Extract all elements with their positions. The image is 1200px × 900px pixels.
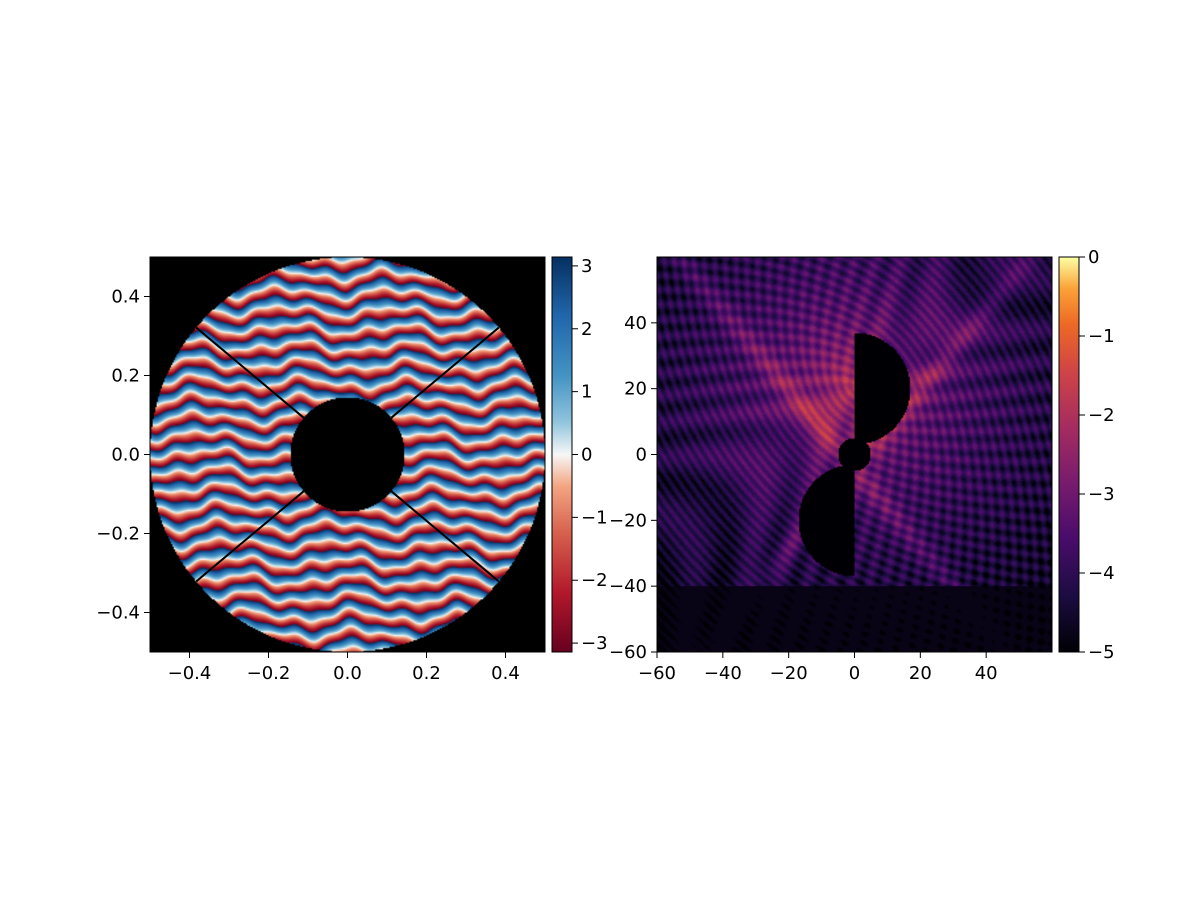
colorbar-tick-label: −2 [1088,405,1115,426]
psf-y-ticks: 40 20 0 −20 −40 −60 [609,313,657,663]
colorbar-tick-label: −4 [1088,563,1115,584]
x-tick-label: 0.4 [491,663,520,684]
colorbar-tick-label: −1 [581,507,608,528]
x-tick-label: 0.0 [333,663,362,684]
y-tick-label: −0.4 [96,603,140,624]
psf-colorbar-ticks: 0 −1 −2 −3 −4 −5 [1079,247,1115,663]
psf-colorbar [1058,256,1080,653]
colorbar-tick-label: 0 [581,445,592,466]
colorbar-tick-label: −5 [1088,642,1115,663]
spider-line [390,490,500,583]
colorbar-tick-label: −3 [1088,484,1115,505]
x-tick-label: −0.2 [247,663,291,684]
y-tick-label: −60 [609,642,647,663]
colorbar-tick-label: 2 [581,319,592,340]
psf-panel: −60 −40 −20 0 20 40 40 20 0 −20 −40 −60 0 −1 −2 −3 −4 −… [609,247,1115,684]
colorbar-tick-label: −3 [581,633,608,654]
phase-x-ticks: −0.4 −0.2 0.0 0.2 0.4 [168,652,520,684]
colorbar-tick-label: 3 [581,256,592,277]
phase-colorbar-ticks: 3 2 1 0 −1 −2 −3 [572,256,608,654]
phase-heatmap-image [150,257,545,652]
colorbar-tick-label: −1 [1088,326,1115,347]
colorbar-tick-label: 1 [581,382,592,403]
x-tick-label: −60 [638,663,676,684]
x-tick-label: −40 [704,663,742,684]
psf-heatmap-image [657,257,1052,652]
spider-line [195,490,305,583]
psf-x-ticks: −60 −40 −20 0 20 40 [638,652,998,684]
y-tick-label: 0.0 [111,445,140,466]
phase-spiders [195,326,500,583]
x-tick-label: −0.4 [168,663,212,684]
y-tick-label: −20 [609,510,647,531]
y-tick-label: 0 [636,445,647,466]
x-tick-label: 0.2 [412,663,441,684]
phase-colorbar [551,256,573,653]
spider-line [195,326,305,419]
y-tick-label: 0.4 [111,287,140,308]
y-tick-label: 0.2 [111,366,140,387]
y-tick-label: −40 [609,576,647,597]
colorbar-tick-label: −2 [581,570,608,591]
y-tick-label: −0.2 [96,524,140,545]
x-tick-label: 40 [975,663,998,684]
y-tick-label: 20 [624,379,647,400]
spider-line [390,326,500,419]
phase-y-ticks: −0.4 −0.2 0.0 0.2 0.4 [96,287,150,624]
phase-panel: −0.4 −0.2 0.0 0.2 0.4 −0.4 −0.2 0.0 0.2 0.4 3 2 1 0… [96,256,607,684]
x-tick-label: 0 [849,663,860,684]
x-tick-label: 20 [909,663,932,684]
colorbar-tick-label: 0 [1088,247,1099,268]
y-tick-label: 40 [624,313,647,334]
x-tick-label: −20 [770,663,808,684]
